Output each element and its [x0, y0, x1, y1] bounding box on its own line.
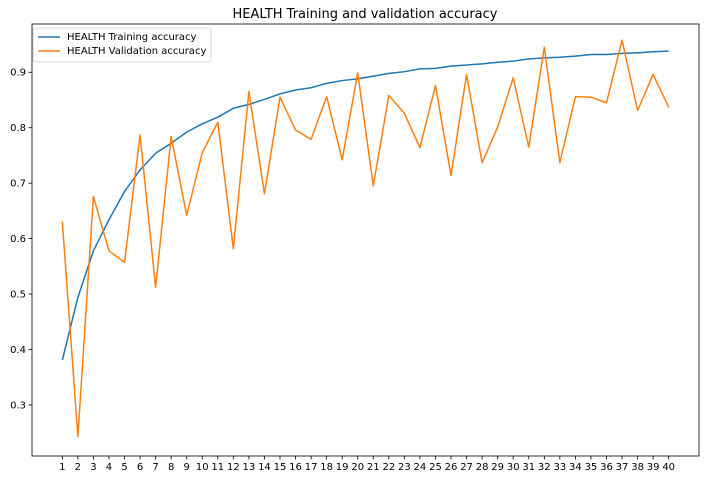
x-tick-label: 28: [476, 462, 489, 473]
x-tick-label: 4: [106, 462, 112, 473]
x-tick-label: 33: [553, 462, 566, 473]
x-tick-label: 32: [538, 462, 551, 473]
x-tick-label: 5: [121, 462, 127, 473]
legend: HEALTH Training accuracy HEALTH Validati…: [32, 27, 212, 63]
plot-area: [31, 23, 700, 457]
y-axis: 0.3 0.4 0.5 0.6 0.7 0.8 0.9: [10, 68, 32, 411]
x-tick-label: 39: [647, 462, 660, 473]
legend-label-training: HEALTH Training accuracy: [67, 32, 197, 43]
x-tick-label: 34: [569, 462, 582, 473]
x-tick-label: 11: [211, 462, 224, 473]
x-axis: 1 2 3 4 5 6 7 8 9 10 11 12 13 14 15 16 17 18 19 20 21 22 23 24 2…: [59, 456, 675, 473]
x-tick-label: 8: [168, 462, 174, 473]
x-tick-label: 14: [258, 462, 271, 473]
legend-label-validation: HEALTH Validation accuracy: [67, 46, 206, 57]
x-tick-label: 40: [662, 462, 675, 473]
x-tick-label: 17: [305, 462, 318, 473]
y-tick-label: 0.9: [10, 68, 26, 79]
x-tick-label: 20: [351, 462, 364, 473]
x-tick-label: 30: [507, 462, 520, 473]
x-tick-label: 25: [429, 462, 442, 473]
x-tick-label: 29: [491, 462, 504, 473]
x-tick-label: 16: [289, 462, 302, 473]
x-tick-label: 2: [75, 462, 81, 473]
x-tick-label: 22: [382, 462, 395, 473]
series-line-training: [61, 50, 669, 361]
x-tick-label: 19: [336, 462, 349, 473]
x-tick-label: 3: [90, 462, 96, 473]
x-tick-label: 36: [600, 462, 613, 473]
x-tick-label: 37: [616, 462, 629, 473]
x-tick-label: 27: [460, 462, 473, 473]
y-tick-label: 0.3: [10, 400, 26, 411]
x-tick-label: 35: [585, 462, 598, 473]
x-tick-label: 1: [59, 462, 65, 473]
chart-title: HEALTH Training and validation accuracy: [233, 7, 498, 22]
y-tick-label: 0.8: [10, 123, 26, 134]
x-tick-label: 24: [414, 462, 427, 473]
x-tick-label: 13: [243, 462, 256, 473]
x-tick-label: 10: [196, 462, 209, 473]
x-tick-label: 18: [320, 462, 333, 473]
y-tick-label: 0.5: [10, 290, 26, 301]
x-tick-label: 38: [631, 462, 644, 473]
series-line-validation: [61, 39, 670, 438]
x-tick-label: 31: [522, 462, 535, 473]
x-tick-label: 12: [227, 462, 240, 473]
x-tick-label: 7: [152, 462, 158, 473]
x-tick-label: 6: [137, 462, 143, 473]
series-layer: [61, 39, 670, 438]
y-tick-label: 0.4: [10, 345, 26, 356]
y-tick-label: 0.6: [10, 234, 26, 245]
y-tick-label: 0.7: [10, 179, 26, 190]
legend-box: [32, 27, 212, 63]
x-tick-label: 15: [274, 462, 287, 473]
x-tick-label: 9: [184, 462, 190, 473]
x-tick-label: 23: [398, 462, 411, 473]
x-tick-label: 26: [445, 462, 458, 473]
x-tick-label: 21: [367, 462, 380, 473]
